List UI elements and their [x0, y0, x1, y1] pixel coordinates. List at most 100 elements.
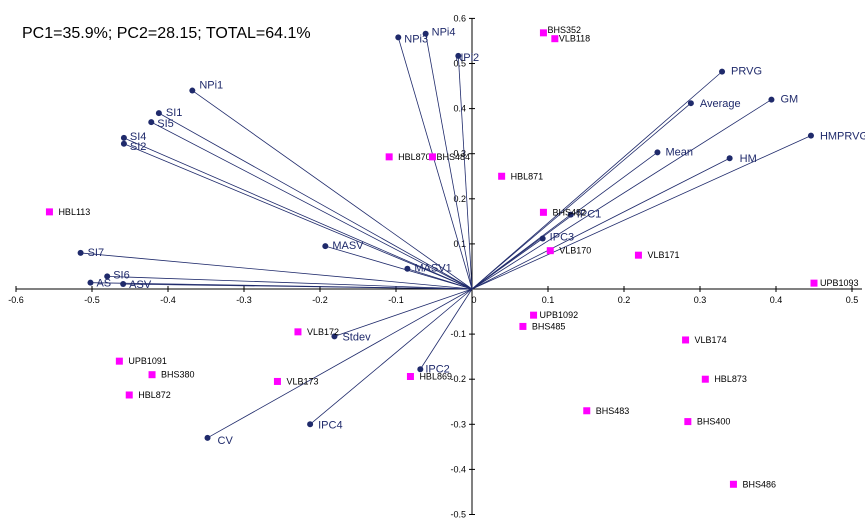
vector-line-hmprvg [471, 135, 812, 290]
genotype-point-bhs400 [684, 418, 692, 426]
genotype-point-vlb173 [273, 377, 281, 385]
genotype-point-upb1091 [115, 357, 123, 365]
genotype-label-hbl871: HBL871 [511, 171, 544, 181]
y-tick-label: 0.1 [453, 239, 466, 249]
vector-point-si4 [120, 134, 127, 141]
genotype-label-vlb118: VLB118 [559, 34, 590, 44]
vector-label-si7: SI7 [88, 247, 105, 259]
vector-line-npi3 [397, 37, 473, 290]
y-tick-label: 0.6 [453, 13, 466, 23]
y-tick-label: -0.1 [450, 329, 466, 339]
genotype-point-bhs485 [519, 322, 527, 330]
vector-point-npi2 [455, 52, 462, 59]
y-tick-label: -0.5 [450, 510, 466, 518]
vector-line-ipc4 [309, 288, 473, 425]
x-tick-label: 0.5 [846, 295, 859, 305]
genotype-point-vlb170 [546, 247, 554, 255]
genotype-label-hbl870: HBL870 [398, 152, 431, 162]
x-tick-label: 0 [471, 295, 476, 305]
genotype-label-hbl873: HBL873 [714, 374, 747, 384]
vector-point-ipc3 [539, 235, 546, 242]
x-tick-label: 0.2 [618, 295, 631, 305]
vector-point-as [87, 279, 94, 286]
vector-label-as: AS [96, 278, 111, 290]
vector-point-si2 [120, 140, 127, 147]
vector-label-npi3: NPi3 [404, 33, 428, 45]
vector-point-stdev [331, 333, 338, 340]
genotype-label-bhs400: BHS400 [697, 417, 731, 427]
vector-label-ipc1: IPC1 [577, 209, 601, 221]
vector-line-si1 [158, 112, 473, 290]
vector-line-ipc1 [471, 214, 572, 290]
vector-label-mean: Mean [665, 146, 693, 158]
vector-point-si7 [77, 249, 84, 256]
genotype-label-bhs380: BHS380 [161, 370, 195, 380]
vector-label-ipc2: IPC2 [425, 363, 449, 375]
vector-label-asv: ASV [129, 279, 152, 291]
genotype-label-bhs485: BHS485 [532, 321, 566, 331]
x-tick-label: -0.6 [8, 295, 24, 305]
genotype-point-bhs484 [428, 153, 436, 161]
vector-label-ipc4: IPC4 [318, 419, 342, 431]
x-tick-label: 0.1 [542, 295, 555, 305]
genotype-point-vlb174 [682, 336, 690, 344]
vector-line-hm [471, 157, 730, 290]
vector-line-si7 [80, 252, 473, 290]
y-tick-label: -0.3 [450, 419, 466, 429]
vector-line-npi4 [425, 33, 473, 290]
vector-label-average: Average [700, 98, 741, 110]
vector-label-ipc3: IPC3 [550, 231, 574, 243]
vector-label-si5: SI5 [157, 118, 174, 130]
vector-label-hm: HM [740, 153, 757, 165]
vector-line-mean [471, 152, 658, 290]
y-tick-label: -0.4 [450, 464, 466, 474]
y-tick-label: 0.2 [453, 194, 466, 204]
vector-point-hmprvg [807, 132, 814, 139]
genotype-label-vlb174: VLB174 [695, 335, 727, 345]
vector-point-cv [204, 434, 211, 441]
genotype-label-bhs352: BHS352 [547, 25, 581, 35]
x-tick-label: 0.3 [694, 295, 707, 305]
vector-line-stdev [334, 288, 473, 337]
vector-label-masv: MASV [332, 240, 364, 252]
genotype-label-upb1091: UPB1091 [128, 356, 167, 366]
vector-label-si4: SI4 [130, 131, 147, 143]
vector-point-asv [120, 281, 127, 288]
genotype-label-vlb172: VLB172 [307, 327, 339, 337]
genotype-point-bhs483 [583, 407, 591, 415]
vector-point-ipc1 [567, 211, 574, 218]
x-tick-label: -0.1 [388, 295, 404, 305]
vector-point-si1 [155, 110, 162, 117]
vector-label-stdev: Stdev [342, 331, 371, 343]
vector-point-masv [322, 243, 329, 250]
vector-point-average [687, 100, 694, 107]
genotype-point-bhs486 [729, 480, 737, 488]
x-tick-label: -0.3 [236, 295, 252, 305]
genotype-label-vlb171: VLB171 [647, 250, 679, 260]
axes: -0.6 -0.5 -0.4 -0.3 -0.2 -0.1 0 0.1 0.2 0.3 0.4 0.5… [8, 13, 862, 518]
y-tick-label: 0.5 [453, 59, 466, 69]
genotype-point-hbl871 [498, 172, 506, 180]
genotype-point-vlb172 [294, 328, 302, 336]
genotype-point-vlb118 [551, 35, 559, 43]
genotype-point-hbl872 [125, 391, 133, 399]
genotype-label-hbl869: HBL869 [419, 371, 452, 381]
vector-point-si5 [148, 119, 155, 126]
genotype-label-bhs486: BHS486 [742, 479, 776, 489]
vector-point-ipc2 [417, 366, 424, 373]
chart-title: PC1=35.9%; PC2=28.15; TOTAL=64.1% [22, 25, 311, 42]
vector-label-si6: SI6 [113, 269, 130, 281]
y-tick-label: -0.2 [450, 374, 466, 384]
genotype-point-hbl870 [385, 153, 393, 161]
vector-point-si6 [104, 273, 111, 280]
genotype-point-hbl873 [701, 375, 709, 383]
genotype-label-bhs483: BHS483 [596, 406, 630, 416]
vector-line-si4 [123, 137, 473, 290]
vector-line-ipc2 [419, 288, 473, 370]
x-tick-label: 0.4 [770, 295, 783, 305]
genotype-point-vlb171 [634, 251, 642, 259]
y-tick-label: 0.4 [453, 104, 466, 114]
x-tick-label: -0.4 [160, 295, 176, 305]
